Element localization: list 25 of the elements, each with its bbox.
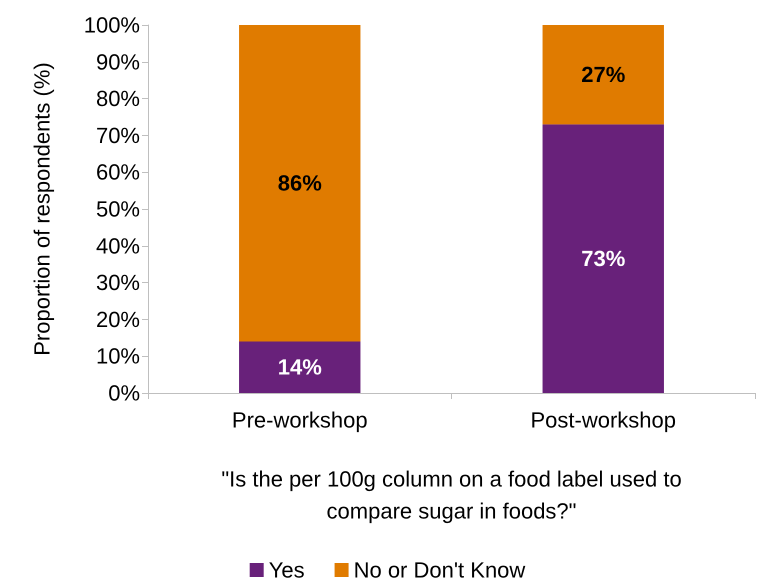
y-tick-label: 0% (108, 380, 140, 406)
x-tick-label: Pre-workshop (232, 408, 368, 432)
data-label: 14% (278, 354, 322, 380)
y-tick-label: 20% (96, 306, 140, 332)
legend-label: No or Don't Know (354, 558, 526, 582)
x-tick-label: Post-workshop (530, 408, 676, 432)
y-tick-label: 50% (96, 196, 140, 222)
y-tick-label: 70% (96, 122, 140, 148)
bar (239, 341, 360, 393)
y-axis-title: Proportion of respondents (%) (30, 62, 54, 356)
data-label: 86% (278, 170, 322, 196)
y-tick-label: 10% (96, 344, 140, 369)
y-tick-label: 100% (84, 12, 140, 38)
x-axis-title: "Is the per 100g column on a food label used to compare sugar in foods?" (221, 466, 682, 524)
data-label: 27% (581, 62, 626, 88)
data-label: 73% (581, 246, 626, 272)
y-tick-label: 30% (96, 270, 140, 296)
y-tick-label: 80% (96, 86, 140, 112)
y-tick-label: 60% (96, 160, 140, 185)
legend-label: Yes (268, 558, 305, 582)
y-tick-label: 40% (96, 233, 140, 258)
bar (542, 25, 664, 124)
bar (239, 25, 360, 342)
y-tick-label: 90% (96, 49, 140, 74)
bar (542, 124, 664, 393)
